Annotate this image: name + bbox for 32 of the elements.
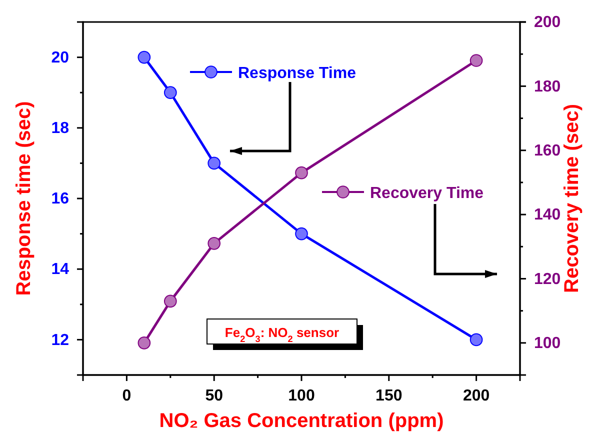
y2-tick-label: 140 — [534, 206, 561, 224]
x-tick-label: 50 — [205, 387, 224, 404]
point — [470, 54, 483, 67]
point — [208, 156, 221, 170]
point — [138, 336, 151, 350]
point — [470, 333, 483, 346]
x-tick-label: 200 — [462, 387, 490, 404]
x-tick-label: 0 — [122, 387, 132, 404]
y2-axis-title: Recovery time (sec) — [561, 104, 583, 293]
point — [164, 294, 177, 308]
point — [208, 237, 221, 250]
y-axis-title: Response time (sec) — [13, 101, 35, 296]
point — [164, 86, 177, 100]
x-axis-title: NO₂ Gas Concentration (ppm) — [159, 410, 444, 432]
point — [295, 166, 308, 180]
y2-tick-label: 160 — [534, 142, 561, 160]
x-tick-label: 100 — [288, 387, 315, 404]
annotation: Fe$_{2}$O$_{3}$: NO$_{2}$ sensor — [224, 325, 340, 344]
y2-tick-label: 120 — [534, 270, 561, 288]
legend-label: Recovery Time — [370, 185, 484, 202]
y2-tick-label: 100 — [534, 335, 561, 352]
y-tick-label: 14 — [51, 261, 70, 278]
point — [138, 50, 151, 64]
point — [295, 227, 308, 240]
y2-tick-label: 200 — [534, 14, 561, 32]
y-tick-label: 16 — [51, 190, 70, 208]
y-tick-label: 18 — [51, 120, 70, 138]
x-tick-label: 150 — [376, 387, 402, 404]
y-tick-label: 20 — [51, 49, 70, 66]
legend-label: Response Time — [238, 65, 356, 82]
y-tick-label: 12 — [51, 332, 70, 349]
y2-tick-label: 180 — [534, 78, 561, 96]
